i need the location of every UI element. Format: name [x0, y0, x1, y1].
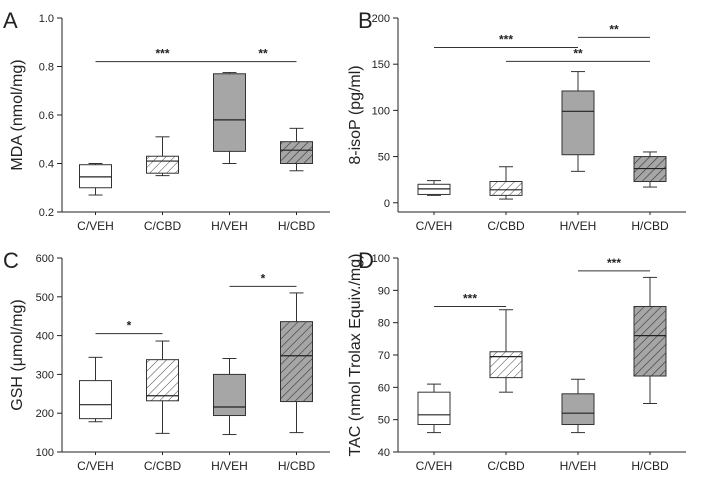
significance-label: ***	[499, 33, 513, 47]
y-tick-label: 300	[36, 369, 54, 381]
category-label: H/VEH	[560, 459, 597, 473]
y-tick-label: 100	[36, 447, 54, 459]
category-label: H/CBD	[278, 219, 316, 233]
box-iqr	[280, 321, 313, 403]
significance-label: **	[573, 46, 583, 60]
box-c-veh	[417, 180, 451, 196]
y-tick-label: 0.6	[39, 110, 54, 122]
category-label: C/CBD	[487, 219, 525, 233]
box-iqr	[79, 380, 112, 420]
y-tick-label: 0.8	[39, 62, 54, 74]
y-tick-label: 70	[378, 350, 390, 362]
box-h-cbd	[633, 151, 667, 188]
panel-label: D	[358, 248, 374, 273]
y-tick-label: 100	[372, 253, 390, 265]
y-tick-label: 0	[384, 198, 390, 210]
category-label: H/CBD	[631, 219, 669, 233]
y-axis-label: MDA (nmol/mg)	[9, 59, 26, 170]
y-tick-label: 600	[36, 253, 54, 265]
y-tick-label: 500	[36, 292, 54, 304]
box-h-veh	[561, 71, 595, 172]
box-iqr	[489, 351, 523, 379]
panel-a: 0.2 0.4 0.6 0.8 1.0 MDA (nmol/mg) A C/VEH C/CBD H…	[3, 8, 330, 233]
box-iqr	[633, 306, 667, 377]
box-iqr	[489, 181, 523, 196]
y-tick-label: 1.0	[39, 13, 54, 25]
y-tick-label: 100	[372, 105, 390, 117]
category-label: C/VEH	[77, 459, 114, 473]
box-h-cbd	[280, 292, 313, 434]
y-tick-label: 200	[36, 408, 54, 420]
y-tick-label: 200	[372, 13, 390, 25]
y-axis-label: TAC (nmol Trolax Equiv./mg)	[347, 253, 364, 456]
y-tick-label: 400	[36, 331, 54, 343]
significance-label: *	[127, 319, 132, 333]
significance-label: ***	[607, 256, 621, 270]
box-c-cbd	[146, 136, 179, 177]
box-iqr	[417, 391, 451, 426]
category-label: H/CBD	[278, 459, 316, 473]
category-label: C/CBD	[144, 219, 182, 233]
category-label: C/CBD	[144, 459, 182, 473]
significance-label: *	[261, 271, 266, 285]
significance-label: **	[258, 47, 268, 61]
box-c-veh	[79, 163, 112, 196]
category-label: H/VEH	[211, 219, 248, 233]
y-tick-label: 40	[378, 447, 390, 459]
y-tick-label: 0.4	[39, 159, 54, 171]
box-h-veh	[213, 72, 246, 164]
y-tick-label: 0.2	[39, 207, 54, 219]
box-c-veh	[417, 383, 451, 434]
box-iqr	[561, 393, 595, 426]
y-tick-label: 90	[378, 285, 390, 297]
box-c-veh	[79, 356, 112, 423]
panel-label: C	[3, 248, 19, 273]
box-c-cbd	[489, 166, 523, 200]
box-c-cbd	[146, 340, 179, 434]
significance-label: **	[609, 22, 619, 36]
category-label: C/CBD	[487, 459, 525, 473]
panel-label: A	[3, 8, 18, 33]
category-label: H/VEH	[211, 459, 248, 473]
panel-b: 0 50 100 150 200 8-isoP (pg/ml) B C/VEH C/CBD H/V…	[347, 8, 686, 233]
box-iqr	[213, 373, 246, 417]
y-tick-label: 50	[378, 152, 390, 164]
category-label: C/VEH	[416, 459, 453, 473]
box-iqr	[146, 155, 179, 174]
box-h-veh	[213, 357, 246, 436]
y-tick-label: 80	[378, 318, 390, 330]
box-iqr	[561, 90, 595, 156]
y-tick-label: 150	[372, 59, 390, 71]
panel-c: 100 200 300 400 500 600 GSH (μmol/mg) C C/VEH C/C…	[3, 248, 330, 473]
y-axis-label: GSH (μmol/mg)	[9, 299, 26, 410]
y-tick-label: 50	[378, 415, 390, 427]
category-label: C/VEH	[77, 219, 114, 233]
y-axis-label: 8-isoP (pg/ml)	[347, 65, 364, 164]
box-c-cbd	[489, 309, 523, 393]
y-tick-label: 60	[378, 382, 390, 394]
box-iqr	[146, 359, 179, 402]
category-label: H/CBD	[631, 459, 669, 473]
significance-label: ***	[155, 47, 169, 61]
box-h-cbd	[280, 127, 313, 172]
box-iqr	[79, 164, 112, 189]
category-label: C/VEH	[416, 219, 453, 233]
box-iqr	[280, 141, 313, 165]
panel-d: 40 50 60 70 80 90 100 TAC (nmol Trolax Equiv./m…	[347, 248, 686, 473]
significance-label: ***	[463, 292, 477, 306]
category-label: H/VEH	[560, 219, 597, 233]
box-h-veh	[561, 378, 595, 434]
panel-label: B	[358, 8, 373, 33]
box-iqr	[213, 73, 246, 152]
box-h-cbd	[633, 276, 667, 404]
